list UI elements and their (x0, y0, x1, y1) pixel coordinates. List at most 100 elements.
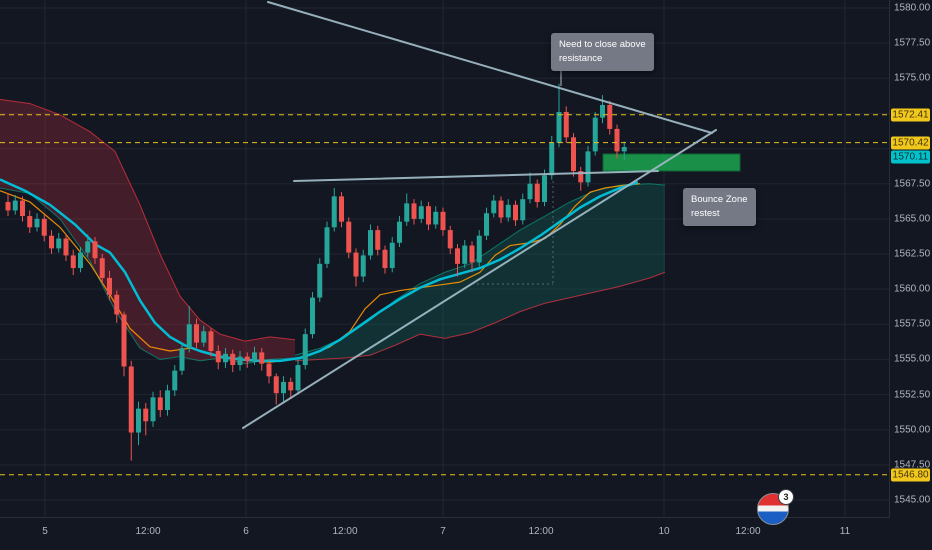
candle-body (476, 235, 482, 263)
candle-body (360, 255, 366, 277)
candle-body (107, 277, 112, 295)
candle-body (513, 204, 518, 221)
candle-body (281, 381, 286, 394)
candle-body (172, 370, 178, 391)
candle-body (462, 245, 468, 264)
candle-body (542, 175, 547, 202)
ichimoku-cloud-bearish (0, 99, 295, 364)
ichimoku-cloud-bearish-top-edge (0, 98, 296, 342)
candle-body (165, 390, 170, 411)
candle-body (571, 137, 576, 172)
candle-body (5, 201, 11, 211)
candle-body (27, 216, 33, 228)
candle-body (194, 324, 199, 343)
price-alert-label[interactable]: 1546.80 (891, 468, 930, 482)
trendline[interactable] (242, 129, 717, 429)
price-axis[interactable]: 1580.00 1577.50 1575.00 1567.50 1565.00 1562.… (889, 0, 932, 518)
candle-body (143, 408, 149, 422)
annotation-text-line: resistance (559, 52, 603, 64)
candle-body (56, 238, 62, 249)
candle-body (440, 211, 446, 231)
candle-body (114, 294, 120, 315)
candle-body (223, 353, 228, 363)
candle-body (505, 204, 511, 218)
candle-body (70, 255, 76, 269)
bounce-zone-rect[interactable] (602, 153, 741, 172)
time-axis-label: 12:00 (332, 526, 358, 537)
time-axis-label: 10 (658, 526, 670, 537)
price-axis-label: 1545.00 (894, 494, 931, 506)
candle-body (317, 263, 323, 298)
candle-body (20, 200, 25, 217)
time-axis-label: 12:00 (528, 526, 554, 537)
price-axis-label: 1567.50 (894, 178, 931, 190)
candle-body (578, 171, 584, 183)
candle-body (382, 249, 388, 269)
candle-body (186, 324, 192, 349)
candle-body (404, 203, 410, 222)
candle-body (621, 147, 627, 152)
candle-body (469, 245, 475, 263)
candle-body (150, 397, 156, 422)
trendline[interactable] (293, 170, 659, 182)
candle-body (447, 230, 453, 249)
candle-body (34, 218, 40, 228)
price-axis-label: 1557.50 (894, 318, 931, 330)
candle-body (411, 203, 417, 219)
candle-body (157, 397, 163, 411)
time-axis[interactable]: 5 12:00 6 12:00 7 12:00 10 12:00 11 (0, 517, 890, 550)
candle-body (433, 211, 439, 225)
candle-body (273, 376, 279, 394)
candle-body (288, 381, 294, 391)
notification-badge[interactable]: 3 (778, 489, 794, 505)
price-axis-label: 1562.50 (894, 248, 931, 260)
candle-body (520, 199, 526, 221)
candle-body (252, 352, 257, 361)
price-axis-label: 1580.00 (894, 2, 931, 14)
time-axis-label: 6 (243, 526, 249, 537)
candle-body (41, 218, 47, 236)
candle-body (397, 221, 402, 243)
candle-body (302, 334, 308, 366)
time-axis-label: 12:00 (735, 526, 761, 537)
candle-body (99, 258, 105, 278)
candle-body (331, 196, 337, 228)
candle-body (455, 248, 460, 264)
candle-body (310, 297, 315, 335)
candle-body (78, 252, 83, 269)
candle-body (215, 350, 221, 363)
candle-body (92, 241, 98, 259)
candle-body (368, 230, 373, 256)
candle-body (136, 408, 141, 433)
price-chart-svg[interactable] (0, 0, 890, 518)
candle-body (295, 365, 301, 391)
candle-body (128, 366, 134, 433)
candle-body (556, 112, 562, 143)
ma-fast-line (0, 178, 639, 363)
candle-body (237, 356, 243, 366)
price-axis-label: 1555.00 (894, 353, 931, 365)
candle-body (563, 112, 569, 138)
candle-body (339, 196, 344, 222)
annotation-text-line: Bounce Zone (691, 194, 748, 205)
time-axis-label: 12:00 (135, 526, 161, 537)
price-alert-label[interactable]: 1572.41 (891, 108, 930, 122)
annotation-bounce-zone-note[interactable]: Bounce Zone restest (683, 188, 756, 226)
candle-body (179, 348, 185, 371)
price-axis-label: 1577.50 (894, 37, 931, 49)
current-price-label: 1570.11 (891, 150, 930, 164)
candle-body (585, 151, 591, 183)
candle-body (375, 230, 381, 250)
annotation-resistance-note[interactable]: Need to close above resistance (551, 33, 654, 71)
candle-body (259, 352, 265, 364)
time-axis-label: 11 (839, 526, 851, 537)
candle-body (230, 353, 236, 366)
ichimoku-cloud-bearish-bottom-edge (0, 187, 296, 365)
price-axis-label: 1560.00 (894, 283, 931, 295)
price-alert-label[interactable]: 1570.42 (891, 136, 930, 150)
candle-body (418, 206, 424, 219)
candle-body (426, 206, 431, 225)
price-axis-label: 1552.50 (894, 389, 931, 401)
trendline[interactable] (267, 1, 713, 134)
